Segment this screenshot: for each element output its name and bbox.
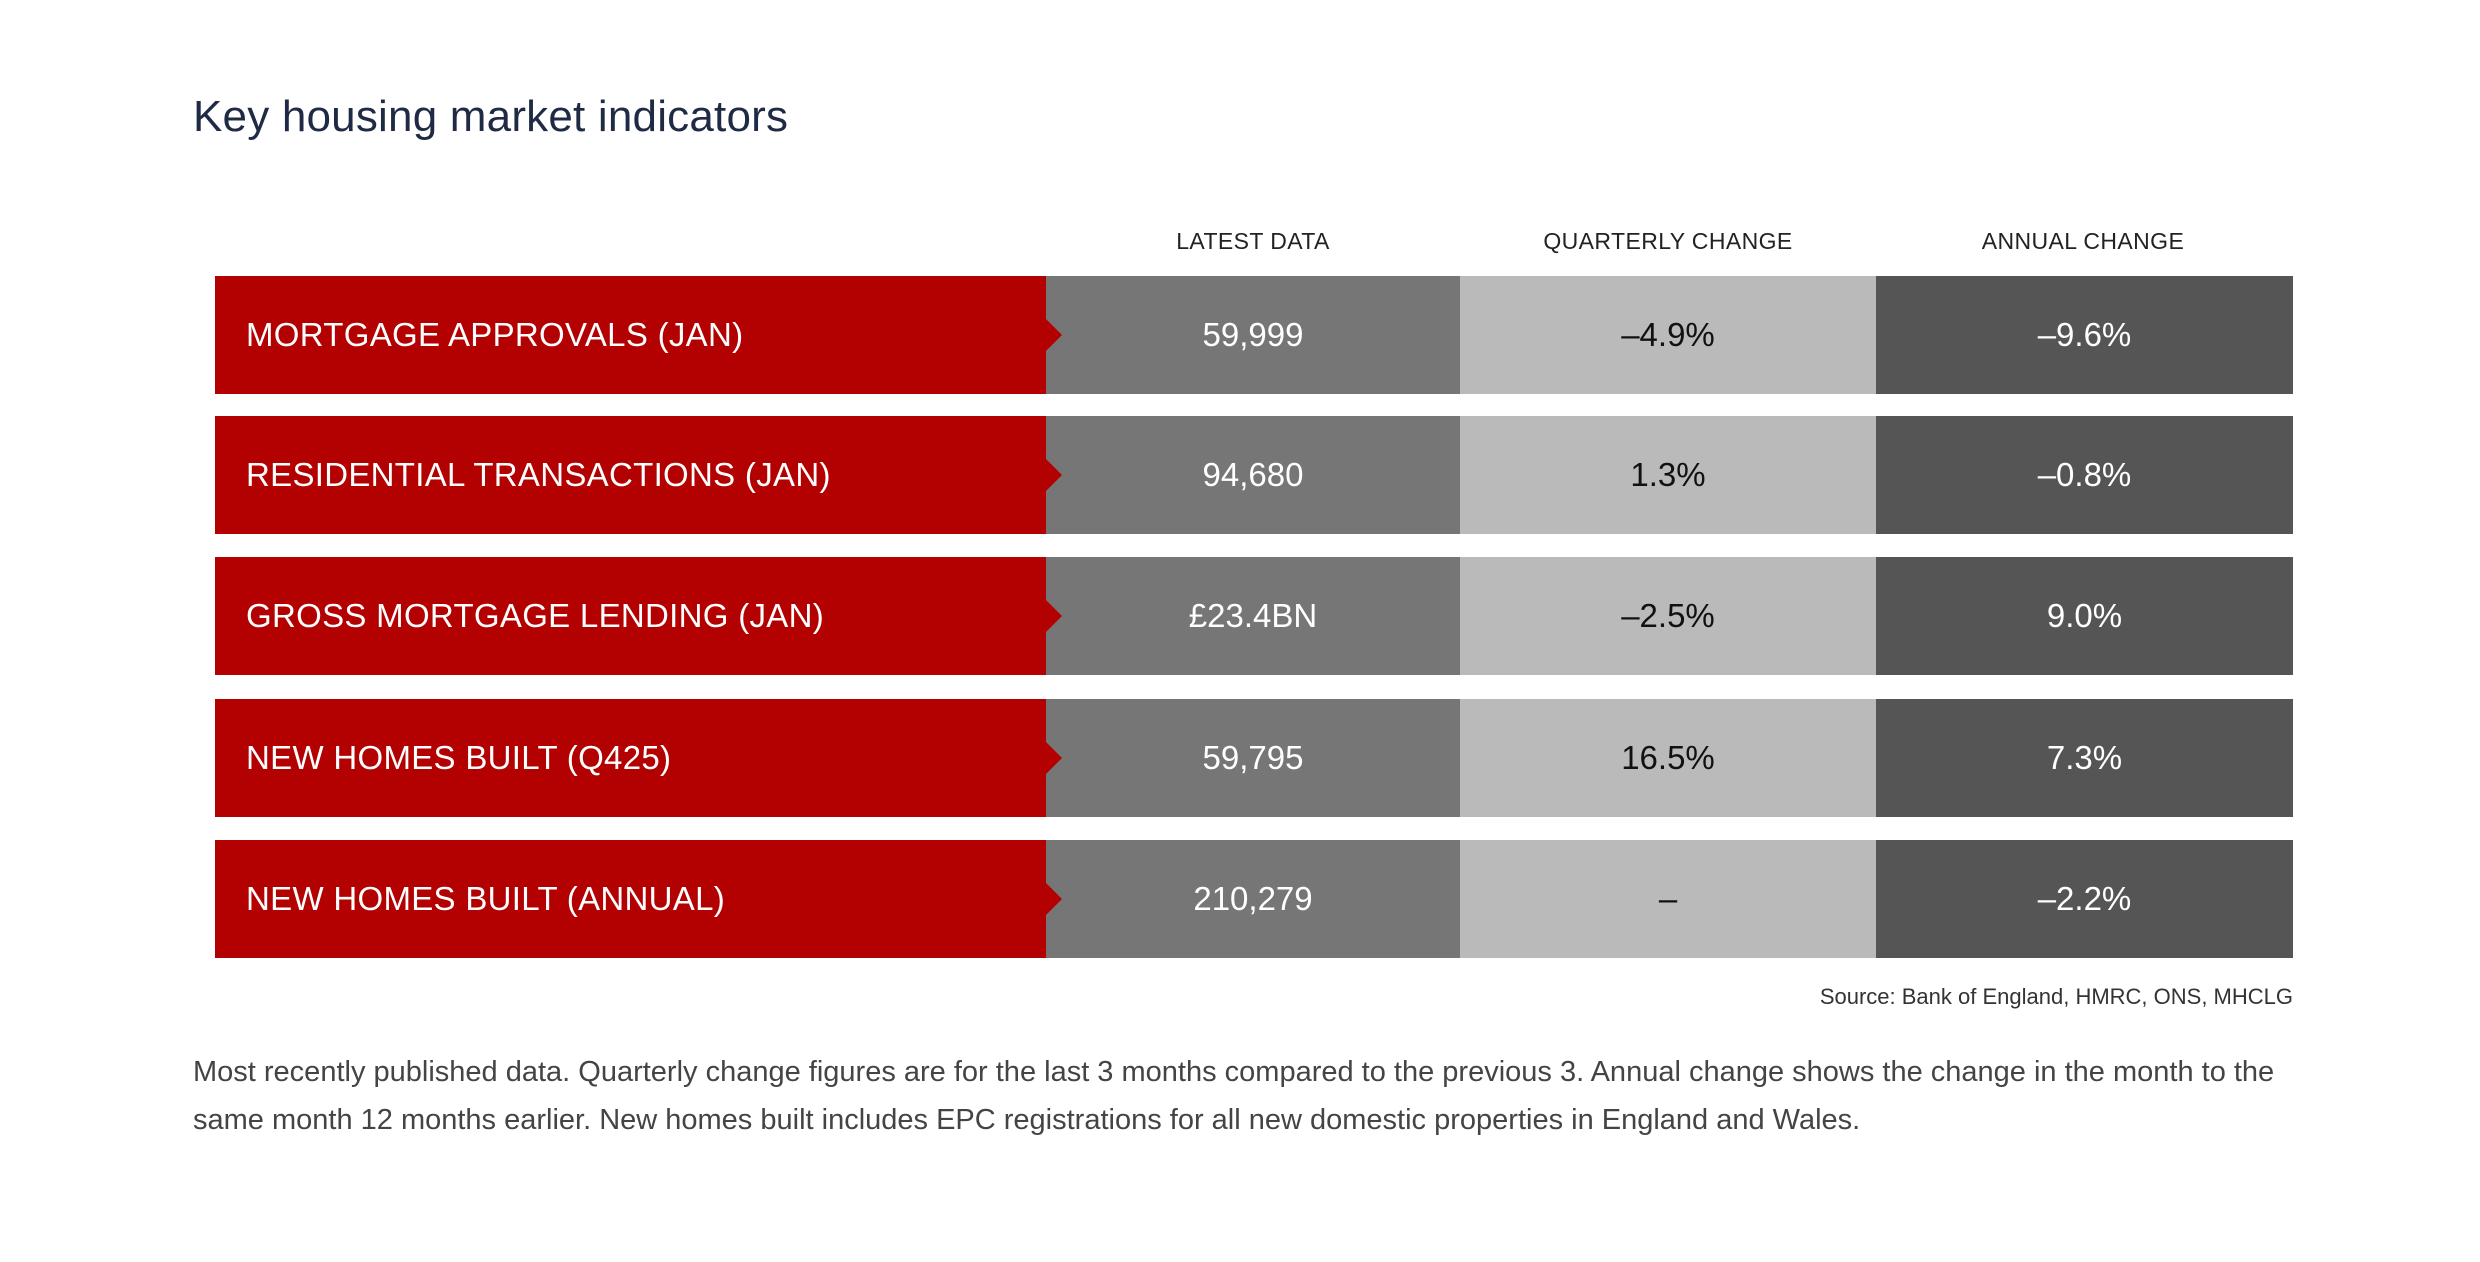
annual-change-cell: –2.2% [1876, 840, 2293, 958]
row-label-cell: NEW HOMES BUILT (Q425) [215, 699, 1062, 817]
row-pointer-arrow [1046, 883, 1062, 915]
row-label-cell: RESIDENTIAL TRANSACTIONS (JAN) [215, 416, 1062, 534]
annual-change-cell: –0.8% [1876, 416, 2293, 534]
table-row-new-homes-built-quarter: NEW HOMES BUILT (Q425) 59,795 16.5% 7.3% [215, 699, 2293, 817]
table-row-gross-mortgage-lending: GROSS MORTGAGE LENDING (JAN) £23.4BN –2.… [215, 557, 2293, 675]
table-row-residential-transactions: RESIDENTIAL TRANSACTIONS (JAN) 94,680 1.… [215, 416, 2293, 534]
footnote: Most recently published data. Quarterly … [193, 1056, 2275, 1136]
latest-data-cell: 210,279 [1046, 840, 1460, 958]
quarterly-change-cell: –4.9% [1460, 276, 1876, 394]
table-row-mortgage-approvals: MORTGAGE APPROVALS (JAN) 59,999 –4.9% –9… [215, 276, 2293, 394]
quarterly-change-cell: 16.5% [1460, 699, 1876, 817]
row-pointer-arrow [1046, 319, 1062, 351]
row-label: NEW HOMES BUILT (ANNUAL) [246, 880, 726, 917]
row-pointer-arrow [1046, 459, 1062, 491]
latest-data-cell: £23.4BN [1046, 557, 1460, 675]
row-pointer-arrow [1046, 600, 1062, 632]
column-header-annual-change: ANNUAL CHANGE [1981, 228, 2185, 254]
quarterly-change-cell: –2.5% [1460, 557, 1876, 675]
row-label: GROSS MORTGAGE LENDING (JAN) [246, 597, 825, 634]
source-note: Source: Bank of England, HMRC, ONS, MHCL… [1819, 984, 2293, 1009]
annual-change-cell: 9.0% [1876, 557, 2293, 675]
page-title: Key housing market indicators [193, 92, 789, 141]
row-label: MORTGAGE APPROVALS (JAN) [246, 316, 744, 353]
row-label-cell: NEW HOMES BUILT (ANNUAL) [215, 840, 1062, 958]
quarterly-change-cell: – [1460, 840, 1876, 958]
latest-data-cell: 59,795 [1046, 699, 1460, 817]
annual-change-cell: 7.3% [1876, 699, 2293, 817]
latest-data-cell: 59,999 [1046, 276, 1460, 394]
row-label: RESIDENTIAL TRANSACTIONS (JAN) [246, 456, 831, 493]
table-row-new-homes-built-annual: NEW HOMES BUILT (ANNUAL) 210,279 – –2.2% [215, 840, 2293, 958]
annual-change-cell: –9.6% [1876, 276, 2293, 394]
column-header-quarterly-change: QUARTERLY CHANGE [1543, 228, 1793, 254]
row-label-cell: MORTGAGE APPROVALS (JAN) [215, 276, 1062, 394]
row-label: NEW HOMES BUILT (Q425) [246, 739, 672, 776]
quarterly-change-cell: 1.3% [1460, 416, 1876, 534]
latest-data-cell: 94,680 [1046, 416, 1460, 534]
row-pointer-arrow [1046, 742, 1062, 774]
column-header-latest-data: LATEST DATA [1176, 228, 1330, 254]
row-label-cell: GROSS MORTGAGE LENDING (JAN) [215, 557, 1062, 675]
